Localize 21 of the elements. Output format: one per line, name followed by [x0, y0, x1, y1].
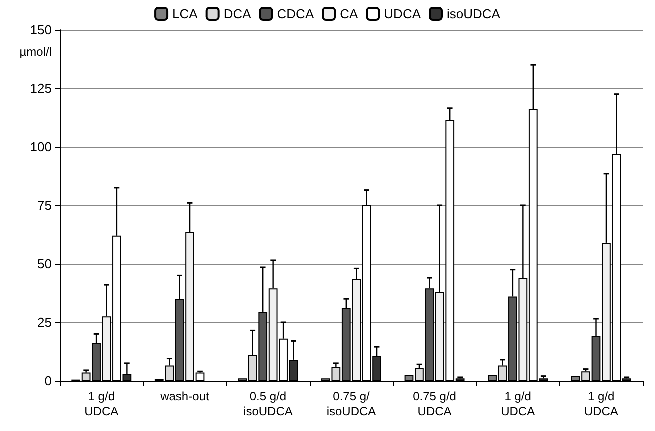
x-tick-label: 1 g/d UDCA — [584, 390, 618, 418]
x-tick-label: 1 g/d UDCA — [501, 390, 536, 418]
y-tick-label: 125 — [30, 81, 52, 96]
y-tick-label: 100 — [30, 140, 52, 154]
x-tick-label: 0.75 g/d UDCA — [413, 390, 456, 418]
y-tick-label: 150 — [30, 22, 52, 38]
x-tick-label: 1 g/d UDCA — [84, 390, 119, 418]
x-tick-label: 0.75 g/ isoUDCA — [326, 390, 376, 418]
y-tick-label: 0 — [44, 374, 52, 388]
legend-label: CDCA — [277, 6, 314, 22]
legend-label: LCA — [172, 6, 198, 22]
y-tick-label: 50 — [38, 256, 52, 272]
y-tick-label: 25 — [38, 315, 52, 330]
y-axis-title: µmol/l — [20, 45, 52, 59]
legend-label: UDCA — [384, 6, 422, 22]
x-tick-label: 0.5 g/d isoUDCA — [244, 390, 293, 418]
y-tick-label: 75 — [38, 198, 52, 213]
x-tick-label: wash-out — [160, 390, 210, 404]
legend-label: isoUDCA — [447, 6, 501, 22]
legend-label: CA — [340, 6, 358, 22]
legend-label: DCA — [224, 6, 252, 22]
